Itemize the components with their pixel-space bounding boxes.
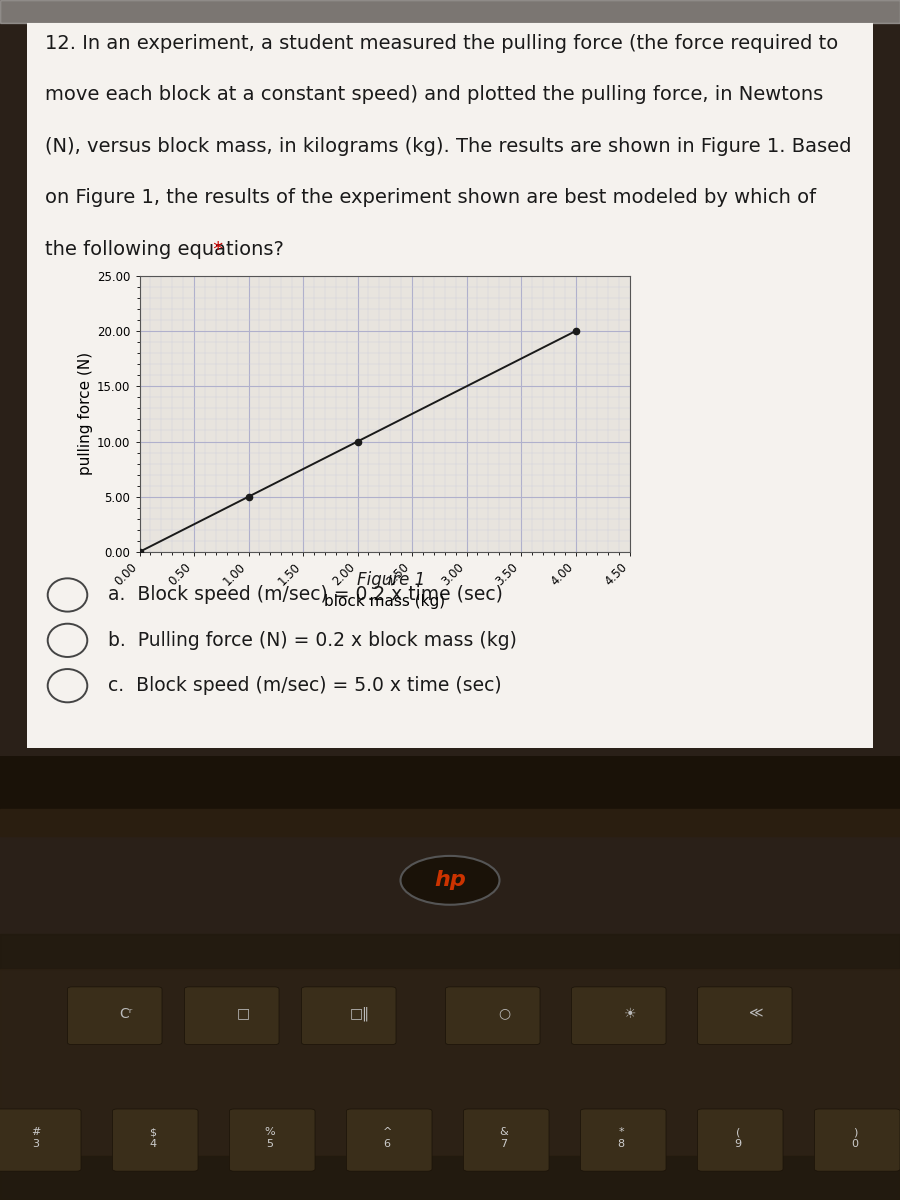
Text: □: □ [237,1007,249,1020]
Text: Cʳ: Cʳ [120,1007,132,1020]
Text: #
3: # 3 [32,1127,40,1148]
FancyBboxPatch shape [446,986,540,1044]
X-axis label: block mass (kg): block mass (kg) [324,594,446,610]
FancyBboxPatch shape [68,986,162,1044]
FancyBboxPatch shape [580,1109,666,1171]
Text: hp: hp [434,870,466,890]
Bar [0,1156,900,1200]
Text: %
5: % 5 [265,1127,275,1148]
Text: ≪: ≪ [749,1007,763,1020]
FancyBboxPatch shape [698,986,792,1044]
FancyBboxPatch shape [184,986,279,1044]
Bar [0,809,900,836]
Bar [0,0,900,23]
Text: a.  Block speed (m/sec) = 0.2 x time (sec): a. Block speed (m/sec) = 0.2 x time (sec… [108,586,503,605]
Text: ☀: ☀ [624,1007,636,1020]
Bar [0,756,900,809]
FancyBboxPatch shape [346,1109,432,1171]
FancyBboxPatch shape [0,1109,81,1171]
Text: (N), versus block mass, in kilograms (kg). The results are shown in Figure 1. Ba: (N), versus block mass, in kilograms (kg… [45,137,851,156]
Bar [0,934,900,970]
FancyBboxPatch shape [112,1109,198,1171]
Text: ^
6: ^ 6 [382,1127,392,1148]
Text: move each block at a constant speed) and plotted the pulling force, in Newtons: move each block at a constant speed) and… [45,85,824,104]
Text: *
8: * 8 [617,1127,625,1148]
FancyBboxPatch shape [814,1109,900,1171]
Bar [0,970,900,1156]
FancyBboxPatch shape [698,1109,783,1171]
Text: c.  Block speed (m/sec) = 5.0 x time (sec): c. Block speed (m/sec) = 5.0 x time (sec… [108,676,501,695]
Text: □‖: □‖ [350,1007,370,1021]
Text: b.  Pulling force (N) = 0.2 x block mass (kg): b. Pulling force (N) = 0.2 x block mass … [108,631,517,650]
Text: the following equations?: the following equations? [45,240,284,259]
Text: )
0: ) 0 [851,1127,859,1148]
Text: on Figure 1, the results of the experiment shown are best modeled by which of: on Figure 1, the results of the experime… [45,188,816,208]
Text: (
9: ( 9 [734,1127,742,1148]
Text: ○: ○ [498,1007,510,1020]
FancyBboxPatch shape [302,986,396,1044]
FancyBboxPatch shape [27,23,873,749]
FancyBboxPatch shape [230,1109,315,1171]
Y-axis label: pulling force (N): pulling force (N) [78,353,93,475]
Text: Figure 1: Figure 1 [357,571,426,589]
FancyBboxPatch shape [464,1109,549,1171]
FancyBboxPatch shape [572,986,666,1044]
Text: $
4: $ 4 [149,1127,157,1148]
Text: 12. In an experiment, a student measured the pulling force (the force required t: 12. In an experiment, a student measured… [45,34,838,53]
Text: *: * [207,240,223,259]
Text: &
7: & 7 [500,1127,508,1148]
Circle shape [400,856,500,905]
